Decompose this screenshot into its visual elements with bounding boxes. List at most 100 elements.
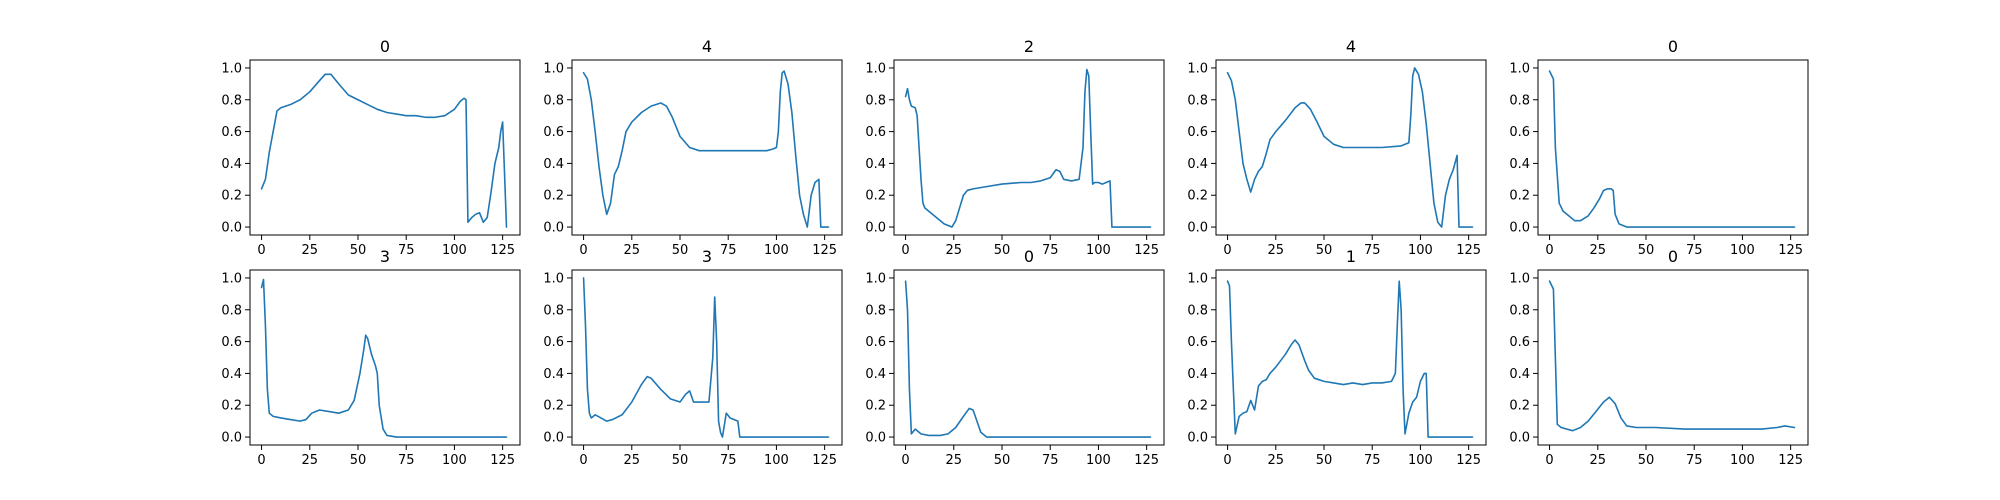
x-tick-label: 25	[1590, 453, 1607, 468]
x-tick-label: 50	[994, 453, 1011, 468]
x-tick-label: 125	[1778, 453, 1803, 468]
y-tick-label: 0.6	[221, 125, 242, 140]
x-tick-label: 125	[1134, 453, 1159, 468]
subplot-title: 0	[1668, 37, 1678, 56]
x-tick-label: 125	[1134, 243, 1159, 258]
y-tick-label: 0.8	[1187, 93, 1208, 108]
y-tick-label: 0.4	[1187, 367, 1208, 382]
y-tick-label: 0.2	[543, 399, 564, 414]
subplot-1: 4 0 25 50 75 100 125 0.0 0.2 0.4 0.6 0.8 1.0	[543, 37, 843, 258]
x-tick-label: 50	[1316, 243, 1333, 258]
y-tick-label: 0.6	[1187, 335, 1208, 350]
y-tick-label: 0.0	[865, 431, 886, 446]
x-tick-label: 125	[490, 243, 515, 258]
x-tick-label: 75	[1686, 453, 1703, 468]
subplot-5: 3 0 25 50 75 100 125 0.0 0.2 0.4 0.6 0.8 1.0	[221, 247, 521, 468]
subplot-6: 3 0 25 50 75 100 125 0.0 0.2 0.4 0.6 0.8 1.0	[543, 247, 843, 468]
y-tick-label: 0.6	[221, 335, 242, 350]
y-tick-label: 0.2	[543, 189, 564, 204]
x-tick-label: 50	[672, 453, 689, 468]
y-tick-label: 0.8	[543, 93, 564, 108]
axes-frame	[893, 59, 1165, 236]
x-tick-label: 100	[764, 453, 789, 468]
x-tick-label: 75	[720, 453, 737, 468]
x-tick-label: 0	[1545, 243, 1553, 258]
series-line-0	[260, 73, 508, 228]
y-tick-label: 0.0	[1509, 221, 1530, 236]
x-tick-label: 0	[1545, 453, 1553, 468]
y-tick-label: 0.8	[1187, 303, 1208, 318]
x-tick-label: 0	[1223, 243, 1231, 258]
y-tick-label: 1.0	[543, 61, 564, 76]
x-tick-label: 50	[994, 243, 1011, 258]
y-tick-label: 0.8	[1509, 93, 1530, 108]
y-tick-label: 0.6	[865, 335, 886, 350]
x-tick-label: 100	[442, 453, 467, 468]
subplot-title: 4	[1346, 37, 1356, 56]
axes-frame	[1537, 59, 1809, 236]
y-tick-label: 0.6	[865, 125, 886, 140]
subplot-title: 2	[1024, 37, 1034, 56]
x-tick-label: 75	[1364, 453, 1381, 468]
y-tick-label: 0.4	[221, 367, 242, 382]
y-tick-label: 0.2	[1509, 399, 1530, 414]
y-tick-label: 0.0	[1187, 221, 1208, 236]
y-tick-label: 0.0	[543, 221, 564, 236]
y-tick-label: 0.4	[865, 367, 886, 382]
x-tick-label: 75	[398, 243, 415, 258]
x-tick-label: 25	[946, 243, 963, 258]
y-tick-label: 0.8	[865, 93, 886, 108]
y-tick-label: 0.2	[1187, 399, 1208, 414]
x-tick-label: 125	[490, 453, 515, 468]
axes-frame	[249, 269, 521, 446]
y-tick-label: 0.8	[865, 303, 886, 318]
x-tick-label: 25	[1268, 243, 1285, 258]
series-line-0	[1226, 67, 1474, 228]
y-tick-label: 0.6	[1187, 125, 1208, 140]
subplot-8: 1 0 25 50 75 100 125 0.0 0.2 0.4 0.6 0.8 1.0	[1187, 247, 1487, 468]
y-tick-label: 0.4	[221, 157, 242, 172]
x-tick-label: 100	[442, 243, 467, 258]
y-tick-label: 1.0	[543, 271, 564, 286]
x-tick-label: 75	[1042, 453, 1059, 468]
axes-frame	[1215, 269, 1487, 446]
y-tick-label: 1.0	[1509, 61, 1530, 76]
x-tick-label: 75	[1042, 243, 1059, 258]
subplot-0: 0 0 25 50 75 100 125 0.0 0.2 0.4 0.6 0.8 1.0	[221, 37, 521, 258]
x-tick-label: 0	[579, 243, 587, 258]
axes-frame	[1215, 59, 1487, 236]
y-tick-label: 0.2	[221, 189, 242, 204]
x-tick-label: 100	[1730, 453, 1755, 468]
x-tick-label: 100	[1086, 453, 1111, 468]
x-tick-label: 50	[350, 453, 367, 468]
y-tick-label: 0.8	[221, 93, 242, 108]
x-tick-label: 25	[1268, 453, 1285, 468]
x-tick-label: 25	[946, 453, 963, 468]
subplot-7: 0 0 25 50 75 100 125 0.0 0.2 0.4 0.6 0.8 1.0	[865, 247, 1165, 468]
x-tick-label: 125	[1456, 243, 1481, 258]
series-line-0	[582, 277, 830, 438]
y-tick-label: 0.0	[1509, 431, 1530, 446]
x-tick-label: 25	[302, 243, 319, 258]
y-tick-label: 0.0	[543, 431, 564, 446]
series-line-0	[582, 70, 830, 228]
y-tick-label: 0.0	[865, 221, 886, 236]
x-tick-label: 0	[901, 453, 909, 468]
y-tick-label: 0.2	[865, 189, 886, 204]
subplot-9: 0 0 25 50 75 100 125 0.0 0.2 0.4 0.6 0.8 1.0	[1509, 247, 1809, 468]
x-tick-label: 50	[1316, 453, 1333, 468]
series-line-0	[1548, 280, 1796, 432]
series-line-0	[904, 280, 1152, 438]
subplot-3: 4 0 25 50 75 100 125 0.0 0.2 0.4 0.6 0.8 1.0	[1187, 37, 1487, 258]
y-tick-label: 0.0	[221, 431, 242, 446]
y-tick-label: 0.4	[1509, 157, 1530, 172]
y-tick-label: 0.6	[543, 125, 564, 140]
x-tick-label: 0	[257, 243, 265, 258]
x-tick-label: 0	[1223, 453, 1231, 468]
y-tick-label: 1.0	[221, 271, 242, 286]
y-tick-label: 0.8	[543, 303, 564, 318]
x-tick-label: 125	[812, 453, 837, 468]
x-tick-label: 100	[1408, 243, 1433, 258]
x-tick-label: 125	[1778, 243, 1803, 258]
